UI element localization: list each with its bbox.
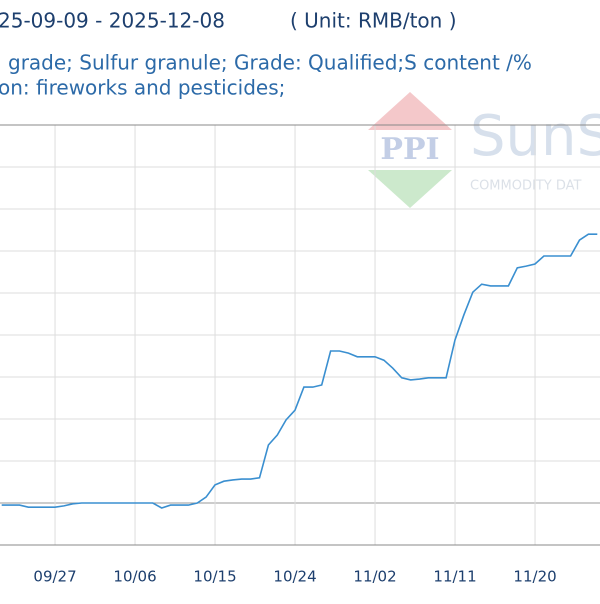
x-tick-label: 10/15 bbox=[193, 568, 236, 586]
logo-bottom bbox=[368, 170, 452, 208]
logo-text: PPI bbox=[380, 132, 439, 167]
x-tick-label: 11/11 bbox=[433, 568, 476, 586]
watermark: PPI SunS COMMODITY DAT bbox=[368, 92, 600, 208]
price-line bbox=[1, 233, 598, 509]
x-tick-label: 10/06 bbox=[113, 568, 156, 586]
x-tick-label: 11/20 bbox=[513, 568, 556, 586]
x-tick-label: 10/24 bbox=[273, 568, 316, 586]
x-tick-label: 09/27 bbox=[33, 568, 76, 586]
tagline: COMMODITY DAT bbox=[470, 179, 581, 194]
title: 25-09-09 - 2025-12-08 bbox=[0, 9, 225, 33]
subtitle: on: fireworks and pesticides; bbox=[0, 76, 285, 100]
logo-top bbox=[368, 92, 452, 130]
x-tick-label: 11/02 bbox=[353, 568, 396, 586]
subtitle: grade; Sulfur granule; Grade: Qualified;… bbox=[8, 51, 532, 75]
unit: ( Unit: RMB/ton ) bbox=[290, 9, 457, 33]
